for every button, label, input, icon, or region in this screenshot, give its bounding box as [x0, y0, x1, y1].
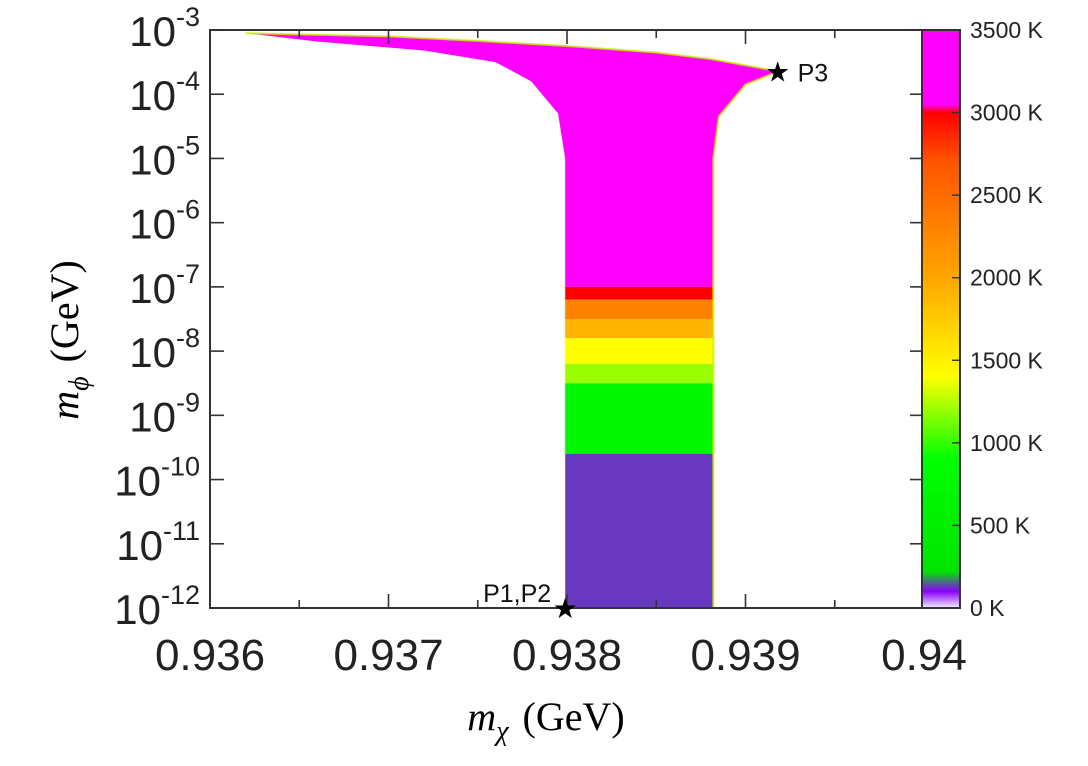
y-tick-label: 10-7: [129, 259, 200, 312]
colorbar-label: 500 K: [970, 512, 1031, 538]
plot-area: [209, 29, 925, 609]
x-tick-label: 0.937: [333, 631, 443, 680]
x-tick-label: 0.936: [155, 631, 265, 680]
y-tick-exponent: -8: [176, 323, 200, 353]
region-upper-rim: [245, 32, 781, 608]
y-tick-exponent: -5: [176, 130, 200, 160]
y-axis-unit: (GeV): [42, 260, 87, 362]
y-tick-base: 10: [114, 586, 161, 633]
y-tick-exponent: -3: [176, 2, 200, 32]
y-tick-base: 10: [116, 522, 163, 569]
x-tick-label: 0.94: [881, 631, 967, 680]
colorbar: 3500 K 3000 K 2500 K 2000 K 1500 K 1000 K 500 …: [921, 17, 1044, 621]
y-tick-label: 10-8: [129, 323, 200, 376]
x-tick-label: 0.939: [690, 631, 800, 680]
annotation-label: P1,P2: [483, 580, 551, 608]
y-tick-base: 10: [129, 72, 176, 119]
y-tick-exponent: -4: [176, 66, 200, 96]
colorbar-label: 2500 K: [970, 182, 1044, 208]
annotation-star-marker: ★: [553, 592, 578, 625]
y-tick-label: 10-3: [129, 2, 200, 55]
x-axis-tick-labels: 0.936 0.937 0.938 0.939 0.94: [155, 631, 967, 680]
y-tick-label: 10-9: [129, 387, 200, 440]
colorbar-label: 3500 K: [970, 17, 1044, 43]
y-tick-exponent: -12: [161, 580, 200, 610]
y-tick-exponent: -11: [163, 516, 200, 546]
annotations: ★ P3★P1,P2: [483, 56, 828, 625]
colorbar-label: 1000 K: [970, 430, 1044, 456]
colorbar-labels: 3500 K 3000 K 2500 K 2000 K 1500 K 1000 K 500 …: [952, 17, 1044, 621]
x-tick-label: 0.938: [512, 631, 622, 680]
colorbar-label: 1500 K: [970, 347, 1044, 373]
y-tick-label: 10-5: [129, 130, 200, 183]
y-tick-base: 10: [129, 393, 176, 440]
y-tick-base: 10: [129, 329, 176, 376]
y-tick-exponent: -10: [161, 452, 200, 482]
y-tick-base: 10: [129, 8, 176, 55]
y-tick-base: 10: [129, 201, 176, 248]
y-tick-base: 10: [129, 136, 176, 183]
x-axis-symbol: m: [467, 694, 496, 739]
y-tick-label: 10-12: [114, 580, 200, 633]
y-tick-label: 10-4: [129, 66, 200, 119]
axis-ticks: [209, 29, 925, 609]
y-tick-exponent: -7: [176, 259, 200, 289]
x-axis-unit: (GeV): [523, 694, 625, 739]
y-tick-label: 10-6: [129, 195, 200, 248]
y-tick-label: 10-11: [116, 516, 200, 569]
y-axis-title: mϕ (GeV): [42, 260, 95, 420]
y-tick-exponent: -6: [176, 195, 200, 225]
y-axis-tick-labels: 10-310-410-510-610-710-810-910-1010-1110…: [114, 2, 200, 633]
colorbar-label: 2000 K: [970, 265, 1044, 291]
y-tick-base: 10: [129, 265, 176, 312]
colorbar-scale: [921, 29, 961, 609]
colorbar-label: 0 K: [970, 595, 1005, 621]
y-tick-label: 10-10: [114, 452, 200, 505]
y-axis-symbol: m: [42, 391, 87, 420]
x-axis-subscript: χ: [493, 716, 509, 747]
annotation-star-marker: ★: [765, 56, 790, 89]
y-tick-base: 10: [114, 458, 161, 505]
x-axis-title: mχ (GeV): [467, 694, 624, 747]
y-axis-subscript: ϕ: [64, 376, 95, 391]
annotation-label: P3: [798, 60, 829, 88]
colorbar-label: 3000 K: [970, 100, 1044, 126]
y-tick-exponent: -9: [176, 387, 200, 417]
